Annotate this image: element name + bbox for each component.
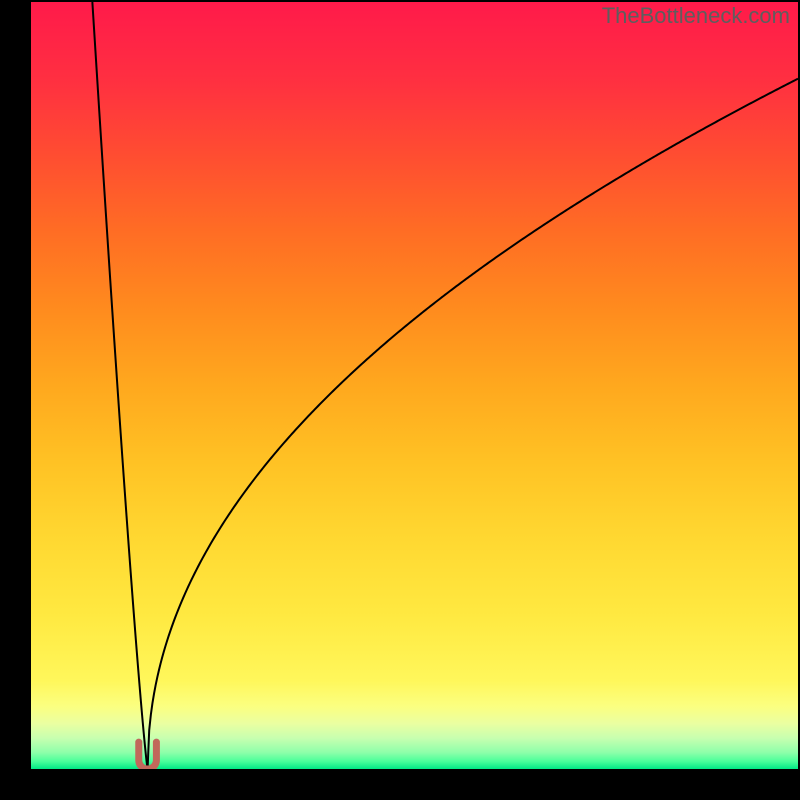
watermark-text: TheBottleneck.com — [602, 3, 790, 29]
gradient-background — [31, 2, 798, 769]
chart-frame: TheBottleneck.com — [0, 0, 800, 800]
chart-svg — [31, 2, 798, 769]
plot-area: TheBottleneck.com — [31, 2, 798, 769]
